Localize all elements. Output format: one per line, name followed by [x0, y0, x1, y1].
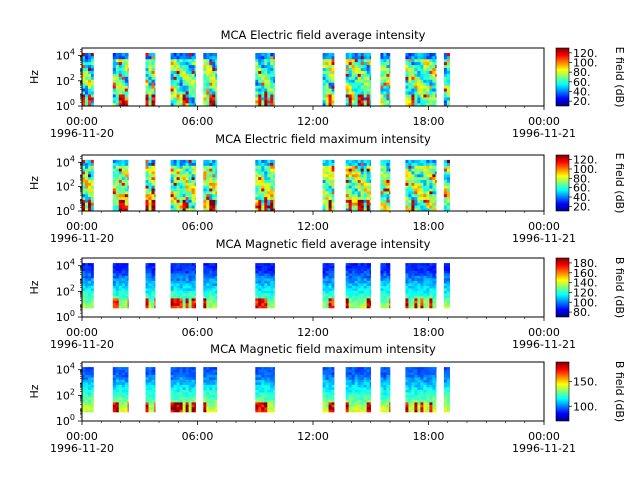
y-tick-label: 104 — [56, 48, 75, 63]
x-tick-label: 00:00 — [528, 220, 560, 233]
x-tick-label: 00:00 — [528, 430, 560, 443]
panel-title: MCA Magnetic field maximum intensity — [210, 342, 436, 356]
x-tick-label: 12:00 — [297, 326, 329, 339]
panel-title: MCA Magnetic field average intensity — [216, 237, 431, 251]
colorbar-tick-label: 180. — [573, 257, 598, 270]
y-axis: 100 102 104 Hz — [28, 362, 82, 428]
colorbar-tick-label: 160. — [573, 267, 598, 280]
x-tick-label: 06:00 — [182, 115, 214, 128]
x-tick-label: 00:00 — [66, 220, 98, 233]
x-tick-label: 12:00 — [297, 220, 329, 233]
x-tick-label: 18:00 — [413, 430, 445, 443]
colorbar-tick-label: 80. — [573, 306, 591, 319]
colorbar-label: E field (dB) — [613, 47, 626, 108]
x-end-date: 1996-11-21 — [512, 232, 576, 245]
x-tick-label: 00:00 — [528, 115, 560, 128]
x-end-date: 1996-11-21 — [512, 338, 576, 351]
colorbar-gradient — [555, 154, 570, 212]
heatmap-cells — [82, 159, 450, 212]
y-axis: 100 102 104 Hz — [28, 154, 82, 218]
x-tick-label: 12:00 — [297, 115, 329, 128]
colorbar-tick-label: 40. — [573, 86, 591, 99]
colorbar-tick-label: 120. — [573, 154, 598, 167]
colorbar-tick-label: 60. — [573, 76, 591, 89]
colorbar-tick-label: 100. — [573, 296, 598, 309]
colorbar-tick-label: 40. — [573, 191, 591, 204]
y-axis-label: Hz — [28, 280, 41, 294]
heatmap-cells — [82, 53, 450, 107]
x-tick-label: 18:00 — [413, 115, 445, 128]
colorbar-gradient — [555, 361, 570, 422]
y-axis-label: Hz — [28, 384, 41, 398]
colorbar-tick-label: 120. — [573, 47, 598, 60]
colorbar: 100. 150. B field (dB) — [555, 361, 626, 422]
y-tick-label: 100 — [56, 98, 75, 113]
heatmap-cells — [82, 263, 450, 309]
y-tick-label: 100 — [56, 203, 75, 218]
y-tick-label: 104 — [56, 154, 75, 169]
x-end-date: 1996-11-21 — [512, 127, 576, 140]
x-tick-label: 12:00 — [297, 430, 329, 443]
x-tick-label: 00:00 — [66, 326, 98, 339]
x-tick-label: 00:00 — [66, 430, 98, 443]
x-tick-label: 18:00 — [413, 326, 445, 339]
heatmap-cells — [82, 367, 450, 413]
panel-title: MCA Electric field average intensity — [221, 28, 426, 42]
y-axis-label: Hz — [28, 70, 41, 84]
colorbar-tick-label: 140. — [573, 277, 598, 290]
x-tick-label: 06:00 — [182, 220, 214, 233]
y-tick-label: 102 — [56, 387, 75, 402]
x-tick-label: 00:00 — [66, 115, 98, 128]
y-tick-label: 100 — [56, 413, 75, 428]
x-tick-label: 06:00 — [182, 326, 214, 339]
x-start-date: 1996-11-20 — [50, 127, 114, 140]
y-tick-label: 102 — [56, 283, 75, 298]
colorbar-label: E field (dB) — [613, 153, 626, 214]
colorbar-label: B field (dB) — [613, 361, 626, 422]
colorbar-tick-label: 60. — [573, 182, 591, 195]
spectrogram-panel-2: MCA Electric field maximum intensity1001… — [28, 132, 626, 245]
spectrogram-panel-3: MCA Magnetic field average intensity1001… — [28, 237, 626, 351]
x-start-date: 1996-11-20 — [50, 338, 114, 351]
y-tick-label: 102 — [56, 179, 75, 194]
y-tick-label: 102 — [56, 73, 75, 88]
spectrogram-panel-4: MCA Magnetic field maximum intensity1001… — [28, 342, 626, 455]
colorbar-tick-label: 20. — [573, 200, 591, 213]
colorbar-tick-label: 80. — [573, 172, 591, 185]
colorbar-tick-label: 150. — [573, 376, 598, 389]
y-axis: 100 102 104 Hz — [28, 258, 82, 324]
colorbar-gradient — [555, 257, 570, 318]
colorbar-gradient — [555, 47, 570, 107]
y-axis: 100 102 104 Hz — [28, 48, 82, 113]
y-tick-label: 104 — [56, 362, 75, 377]
colorbar-tick-label: 100. — [573, 163, 598, 176]
colorbar-tick-label: 120. — [573, 286, 598, 299]
x-end-date: 1996-11-21 — [512, 442, 576, 455]
spectrogram-panel-1: MCA Electric field average intensity1001… — [28, 28, 626, 140]
panel-title: MCA Electric field maximum intensity — [215, 132, 431, 146]
x-start-date: 1996-11-20 — [50, 232, 114, 245]
colorbar: 20.40.60.80.100.120. E field (dB) — [555, 153, 626, 214]
colorbar-tick-label: 80. — [573, 66, 591, 79]
colorbar: 80.100.120.140.160.180. B field (dB) — [555, 257, 626, 319]
colorbar: 20.40.60.80.100.120. E field (dB) — [555, 47, 626, 108]
colorbar-tick-label: 100. — [573, 57, 598, 70]
colorbar-tick-label: 20. — [573, 95, 591, 108]
x-tick-label: 00:00 — [528, 326, 560, 339]
y-tick-label: 100 — [56, 309, 75, 324]
x-start-date: 1996-11-20 — [50, 442, 114, 455]
x-tick-label: 18:00 — [413, 220, 445, 233]
colorbar-tick-label: 100. — [573, 400, 598, 413]
x-tick-label: 06:00 — [182, 430, 214, 443]
colorbar-label: B field (dB) — [613, 257, 626, 318]
y-axis-label: Hz — [28, 176, 41, 190]
y-tick-label: 104 — [56, 258, 75, 273]
